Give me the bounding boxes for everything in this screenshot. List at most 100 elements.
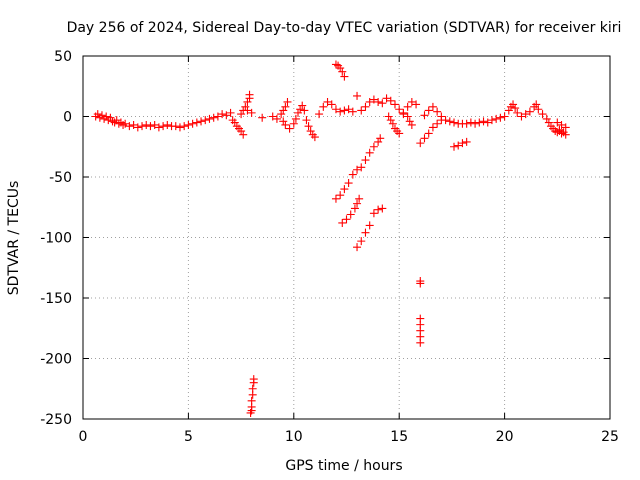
data-point: [192, 118, 201, 127]
data-point: [479, 117, 488, 126]
data-point: [279, 106, 288, 115]
data-point: [386, 96, 395, 105]
data-point: [323, 97, 332, 106]
data-point: [433, 107, 442, 116]
data-point: [93, 110, 102, 119]
y-tick-label: 0: [63, 110, 72, 126]
data-point: [466, 118, 475, 127]
x-tick-label: 15: [390, 429, 408, 445]
data-point: [237, 127, 246, 136]
y-tick-label: -50: [49, 170, 72, 186]
data-point: [281, 120, 290, 129]
data-point: [365, 148, 374, 157]
data-point: [521, 110, 530, 119]
data-point: [336, 64, 345, 73]
data-point: [258, 113, 267, 122]
data-point: [355, 194, 364, 203]
data-point: [462, 137, 471, 146]
data-point: [450, 142, 459, 151]
data-point: [557, 120, 566, 129]
data-point: [416, 279, 425, 288]
data-point: [525, 107, 534, 116]
data-point: [420, 111, 429, 120]
data-point: [420, 134, 429, 143]
data-point: [342, 215, 351, 224]
data-point: [428, 102, 437, 111]
data-point: [386, 116, 395, 125]
data-point: [239, 130, 248, 139]
data-point: [361, 228, 370, 237]
chart-title: Day 256 of 2024, Sidereal Day-to-day VTE…: [67, 20, 622, 36]
data-point: [555, 127, 564, 136]
data-point: [450, 118, 459, 127]
data-point: [454, 141, 463, 150]
data-point: [344, 105, 353, 114]
data-point: [247, 108, 256, 117]
data-point: [133, 123, 142, 132]
data-point: [150, 120, 159, 129]
y-tick-label: -100: [40, 231, 72, 247]
data-point: [378, 204, 387, 213]
data-point: [513, 108, 522, 117]
data-point: [336, 191, 345, 200]
data-point: [361, 102, 370, 111]
data-point: [310, 133, 319, 142]
data-point: [403, 112, 412, 121]
data-point: [159, 122, 168, 131]
data-point: [365, 97, 374, 106]
data-point: [340, 185, 349, 194]
data-point: [336, 107, 345, 116]
data-point: [403, 102, 412, 111]
data-point: [188, 119, 197, 128]
data-point: [416, 139, 425, 148]
data-point: [428, 123, 437, 132]
data-point: [374, 97, 383, 106]
data-point: [121, 119, 130, 128]
data-point: [437, 116, 446, 125]
data-point: [184, 120, 193, 129]
data-point: [504, 106, 513, 115]
data-point: [445, 117, 454, 126]
data-point: [241, 102, 250, 111]
axis-ticks: 0 5 10 15 20 25 50 0 -50 -100 -150 -200 -250: [40, 49, 619, 445]
data-point: [340, 106, 349, 115]
data-point: [511, 104, 520, 113]
data-point: [350, 204, 359, 213]
data-point: [237, 110, 246, 119]
data-point: [106, 113, 115, 122]
data-point: [348, 170, 357, 179]
data-point: [112, 116, 121, 125]
data-point: [279, 117, 288, 126]
data-point: [171, 122, 180, 131]
data-point: [213, 112, 222, 121]
data-point: [300, 106, 309, 115]
data-point: [348, 107, 357, 116]
data-point: [369, 95, 378, 104]
data-point: [226, 108, 235, 117]
data-point: [357, 163, 366, 172]
data-point: [247, 396, 256, 405]
data-point: [346, 210, 355, 219]
data-point: [487, 116, 496, 125]
data-point: [304, 122, 313, 131]
data-point: [384, 112, 393, 121]
data-point: [542, 114, 551, 123]
data-point: [119, 120, 128, 129]
data-point: [500, 112, 509, 121]
data-point: [374, 137, 383, 146]
data-point: [544, 118, 553, 127]
y-tick-label: -200: [40, 352, 72, 368]
data-point: [230, 118, 239, 127]
data-point: [201, 116, 210, 125]
data-point: [517, 112, 526, 121]
data-point: [412, 100, 421, 109]
data-point: [327, 100, 336, 109]
x-tick-label: 5: [184, 429, 193, 445]
data-point: [319, 102, 328, 111]
data-point: [218, 110, 227, 119]
data-point: [357, 106, 366, 115]
data-point: [471, 119, 480, 128]
data-point: [294, 108, 303, 117]
x-tick-label: 20: [496, 429, 514, 445]
data-point: [395, 105, 404, 114]
